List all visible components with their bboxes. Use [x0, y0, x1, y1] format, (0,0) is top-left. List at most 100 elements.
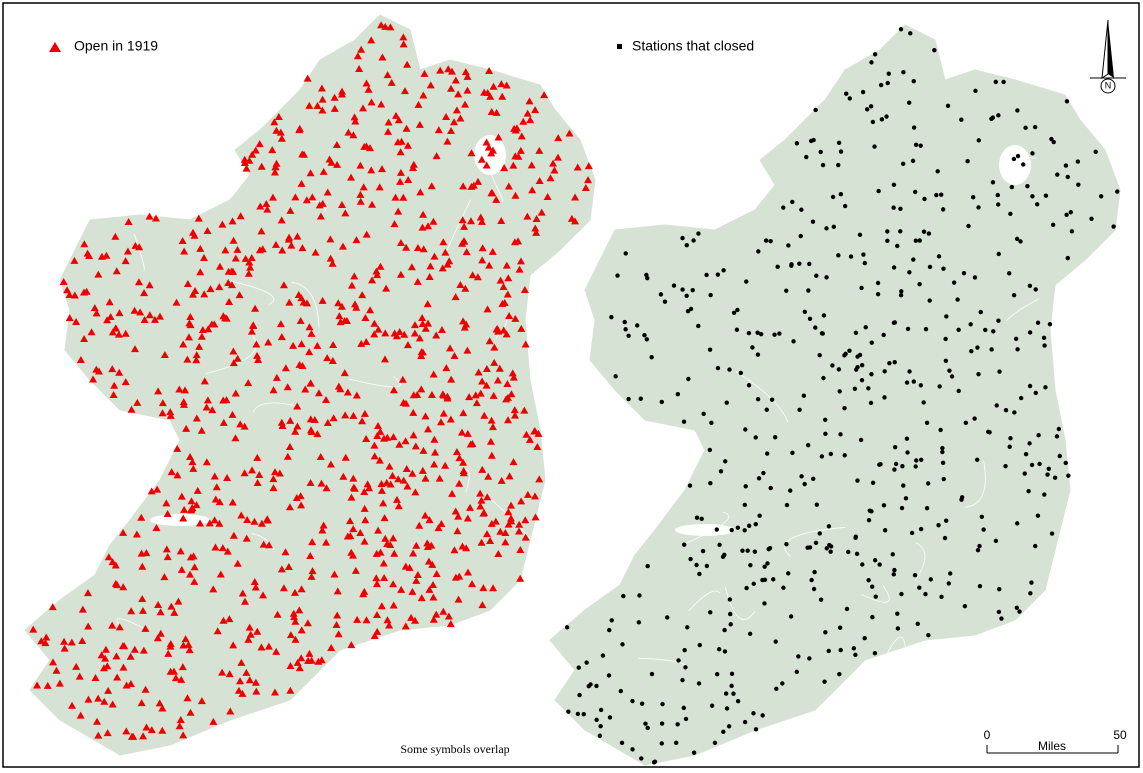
station-closed [996, 251, 1001, 257]
station-open [186, 452, 195, 460]
station-closed [947, 368, 952, 373]
station-open [43, 681, 52, 689]
station-closed [943, 518, 949, 523]
station-open [426, 81, 435, 89]
station-open [402, 464, 411, 472]
station-closed [869, 509, 874, 514]
station-closed [727, 367, 732, 372]
station-open [147, 726, 156, 734]
station-closed [1003, 463, 1008, 469]
station-open [141, 685, 150, 693]
station-closed [892, 567, 897, 573]
station-open [181, 635, 190, 643]
station-open [103, 729, 112, 737]
station-closed [721, 729, 726, 735]
station-closed [885, 80, 890, 86]
station-open [306, 479, 315, 487]
station-open [184, 640, 193, 648]
station-open [455, 479, 464, 487]
station-open [483, 493, 492, 501]
station-open [33, 681, 42, 689]
station-open [155, 312, 164, 320]
station-open [360, 587, 369, 595]
station-open [327, 158, 336, 166]
station-closed [1063, 163, 1069, 168]
station-open [451, 507, 460, 515]
scale-unit: Miles [1038, 739, 1066, 753]
station-open [476, 389, 485, 397]
station-closed [636, 620, 642, 625]
station-open [540, 91, 549, 99]
station-open [423, 539, 432, 547]
station-closed [940, 207, 946, 212]
station-open [192, 356, 201, 364]
legend-label: Open in 1919 [74, 38, 158, 54]
station-closed [991, 329, 996, 334]
station-open [155, 699, 164, 707]
station-open [212, 483, 221, 491]
station-open [571, 193, 580, 201]
station-closed [807, 656, 812, 661]
station-open [236, 212, 245, 220]
station-open [249, 321, 258, 329]
station-closed [853, 535, 858, 541]
station-open [292, 493, 301, 501]
station-closed [643, 721, 648, 726]
station-open [507, 390, 516, 398]
station-open [183, 280, 192, 288]
station-open [234, 686, 243, 694]
station-open [244, 635, 253, 643]
station-open [374, 421, 383, 429]
station-open [196, 519, 205, 527]
station-open [240, 422, 249, 430]
station-open [367, 98, 376, 106]
station-open [424, 557, 433, 565]
station-closed [1018, 239, 1023, 244]
station-open [343, 388, 352, 396]
station-open [218, 544, 227, 552]
station-open [119, 583, 128, 591]
station-open [252, 687, 261, 695]
station-closed [821, 375, 826, 381]
station-closed [884, 114, 889, 119]
station-open [368, 200, 377, 208]
station-open [459, 182, 468, 190]
county-border [722, 153, 742, 164]
station-open [330, 570, 339, 578]
station-open [192, 414, 201, 422]
station-closed [837, 672, 842, 677]
station-closed [881, 503, 887, 508]
station-open [486, 437, 495, 445]
station-open [549, 159, 558, 167]
station-open [360, 409, 369, 417]
station-closed [913, 142, 919, 148]
station-closed [976, 371, 981, 377]
station-closed [1045, 472, 1050, 477]
station-open [188, 228, 197, 236]
station-open [302, 196, 311, 204]
station-open [389, 601, 398, 609]
station-open [515, 520, 524, 528]
station-open [477, 496, 486, 504]
station-open [361, 516, 370, 524]
station-closed [802, 309, 808, 315]
station-closed [962, 604, 968, 609]
station-open [326, 254, 335, 262]
station-open [462, 248, 471, 256]
station-closed [760, 577, 765, 583]
station-open [503, 380, 512, 388]
station-open [471, 391, 480, 399]
station-closed [755, 330, 760, 335]
scale-start: 0 [984, 728, 991, 742]
station-open [341, 411, 350, 419]
station-open [362, 230, 371, 238]
station-closed [735, 307, 740, 313]
station-open [318, 296, 327, 304]
station-open [126, 652, 135, 660]
station-closed [675, 391, 681, 397]
station-open [457, 428, 466, 436]
station-closed [742, 719, 748, 725]
station-open [231, 389, 240, 397]
station-closed [714, 527, 720, 532]
station-open [229, 531, 238, 539]
